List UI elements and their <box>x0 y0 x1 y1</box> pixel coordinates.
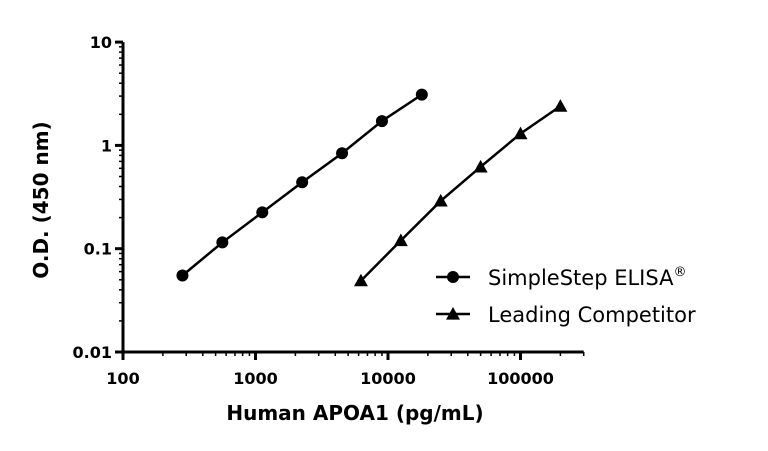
series-layer <box>176 88 568 287</box>
x-axis-title: Human APOA1 (pg/mL) <box>226 401 483 425</box>
data-point <box>393 233 408 247</box>
legend-label: Leading Competitor <box>488 303 696 327</box>
data-point <box>375 115 388 128</box>
legend-label: SimpleStep ELISA® <box>488 265 686 290</box>
data-point <box>415 88 428 101</box>
data-point <box>353 273 368 287</box>
legend-superscript: ® <box>673 265 686 280</box>
data-point <box>256 206 269 219</box>
legend-marker <box>447 271 459 283</box>
data-point <box>553 99 568 112</box>
y-tick-label: 1 <box>101 136 112 155</box>
data-point <box>296 176 309 189</box>
legend-marker <box>446 307 460 320</box>
data-point <box>336 147 349 160</box>
data-point <box>216 236 229 249</box>
series-line <box>360 105 562 282</box>
x-tick-label: 100000 <box>487 369 554 388</box>
data-point <box>176 269 189 282</box>
legend-item: SimpleStep ELISA® <box>436 265 686 290</box>
axes <box>121 42 584 354</box>
x-tick-label: 10000 <box>360 369 416 388</box>
x-tick-label: 1000 <box>233 369 278 388</box>
series-1 <box>353 99 568 287</box>
data-point <box>433 193 448 207</box>
series-0 <box>176 88 428 282</box>
data-point <box>473 159 488 173</box>
x-tick-label: 100 <box>106 369 139 388</box>
data-point <box>513 126 528 140</box>
x-ticks: 100 1000 10000 100000 <box>106 352 585 388</box>
y-axis-title: O.D. (450 nm) <box>29 121 53 278</box>
legend-item: Leading Competitor <box>436 303 696 327</box>
y-ticks: 0.01 0.1 1 10 <box>73 33 123 362</box>
legend: SimpleStep ELISA® Leading Competitor <box>436 265 696 327</box>
y-tick-label: 10 <box>90 33 112 52</box>
y-tick-label: 0.01 <box>73 343 112 362</box>
y-tick-label: 0.1 <box>84 240 112 259</box>
